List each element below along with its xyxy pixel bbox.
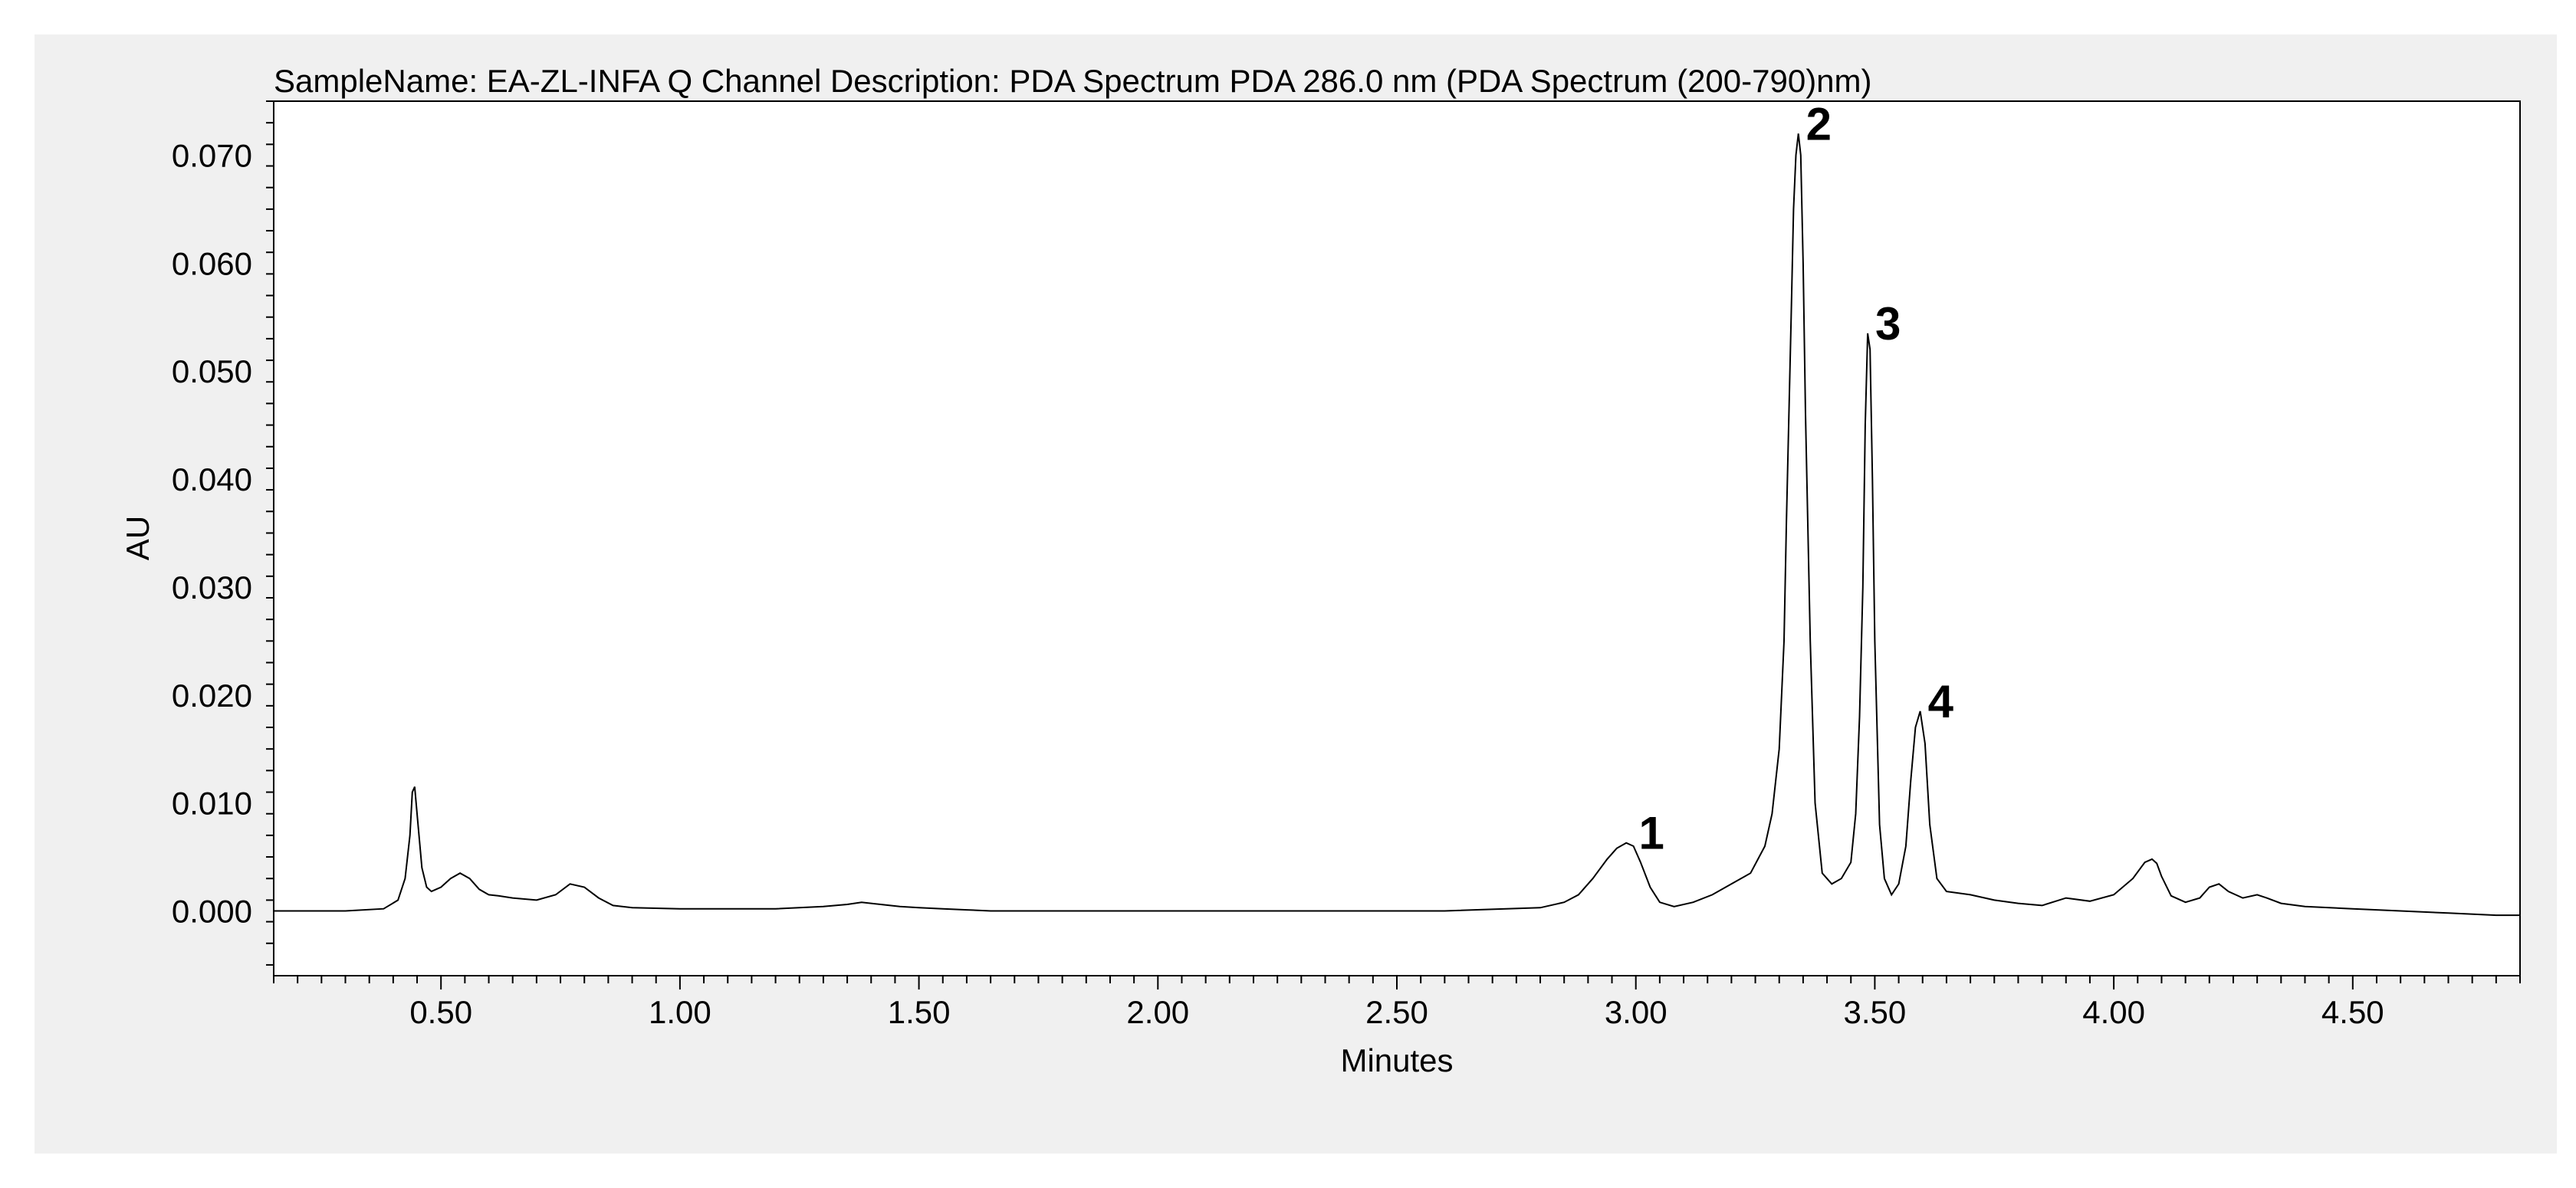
y-tick-label: 0.060	[172, 245, 252, 281]
peak-label: 3	[1875, 298, 1901, 350]
peak-labels: 1 2 3 4	[1638, 98, 1953, 858]
x-tick-label: 3.00	[1605, 994, 1668, 1030]
x-tick-label: 0.50	[409, 994, 472, 1030]
peak-label: 2	[1806, 98, 1832, 149]
y-tick-label: 0.070	[172, 137, 252, 173]
x-tick-label: 2.00	[1126, 994, 1189, 1030]
y-tick-label: 0.020	[172, 678, 252, 714]
x-tick-label: 3.50	[1844, 994, 1907, 1030]
chromatogram-trace	[274, 133, 2520, 917]
y-tick-label: 0.000	[172, 893, 252, 929]
peak-label: 1	[1638, 808, 1664, 859]
x-tick-label: 4.00	[2082, 994, 2145, 1030]
y-axis: 0.000 0.010 0.020 0.030 0.040 0.050 0.060 0.070	[172, 100, 274, 966]
y-tick-label: 0.030	[172, 569, 252, 605]
x-axis: 0.50 1.00 1.50 2.00 2.50 3.00 3.50 4.00 4.50	[273, 976, 2521, 1030]
x-axis-title: Minutes	[1340, 1042, 1453, 1078]
y-tick-label: 0.050	[172, 353, 252, 389]
x-tick-label: 2.50	[1365, 994, 1428, 1030]
x-tick-label: 1.50	[888, 994, 951, 1030]
x-tick-label: 4.50	[2321, 994, 2384, 1030]
y-axis-title: AU	[120, 516, 156, 560]
x-tick-label: 1.00	[649, 994, 711, 1030]
plot-area	[273, 100, 2521, 976]
peak-label: 4	[1928, 676, 1954, 727]
y-tick-label: 0.040	[172, 461, 252, 497]
y-tick-label: 0.010	[172, 786, 252, 822]
chart-title: SampleName: EA-ZL-INFA Q Channel Descrip…	[274, 63, 1872, 99]
